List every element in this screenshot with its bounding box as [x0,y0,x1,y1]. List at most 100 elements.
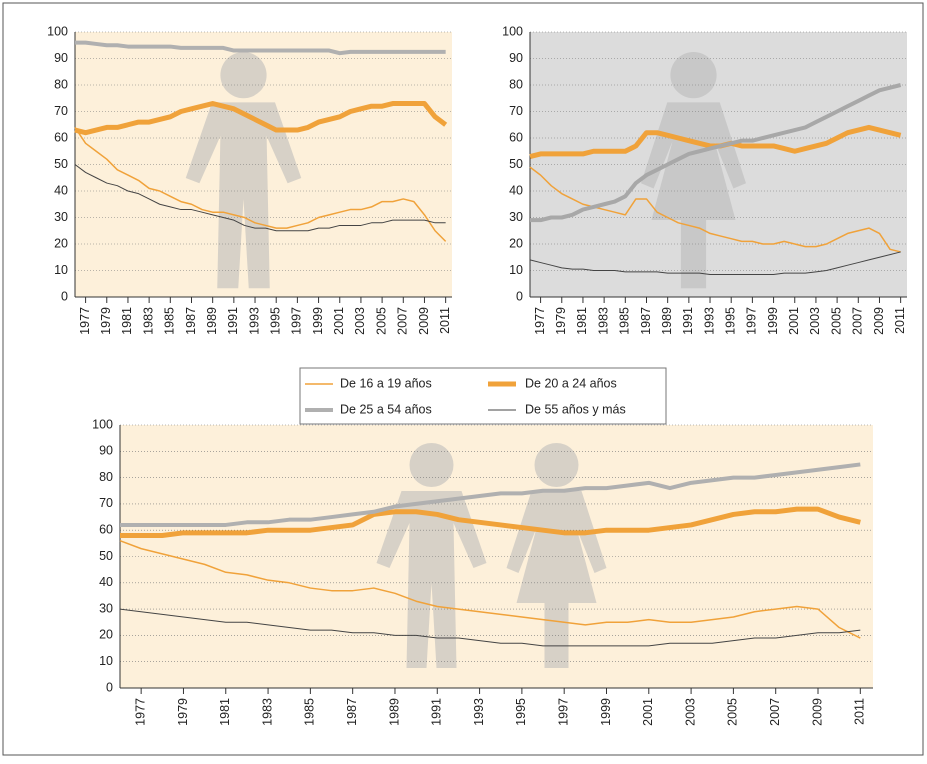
x-tick-label: 1983 [596,307,610,335]
series-line [530,83,902,223]
series-line [119,608,861,647]
x-tick-label: 2011 [438,307,452,334]
legend-label: De 55 años y más [525,402,626,416]
series-line [74,101,448,136]
y-tick-label: 70 [99,496,113,510]
x-tick-label: 2009 [810,698,824,726]
silhouette [534,443,579,487]
x-tick-label: 2009 [872,307,886,335]
y-tick-label: 50 [99,549,113,563]
x-tick-label: 1981 [575,307,589,335]
silhouette [376,491,487,668]
y-tick-label: 80 [99,470,113,484]
x-tick-label: 1987 [184,307,198,335]
silhouettes [641,52,746,289]
y-tick-label: 10 [99,654,113,668]
y-tick-label: 100 [502,24,523,38]
x-tick-label: 2007 [851,307,865,335]
series-line [75,40,446,56]
x-tick-label: 1985 [303,698,317,726]
silhouette [670,52,717,99]
legend-label: De 16 a 19 años [340,376,432,390]
x-tick-label: 1977 [78,307,92,335]
y-tick-label: 30 [509,210,523,224]
y-tick-label: 70 [509,104,523,118]
y-tick-label: 90 [509,51,523,65]
x-tick-label: 1983 [260,698,274,726]
silhouette [641,102,746,289]
y-tick-label: 70 [54,104,68,118]
y-tick-label: 40 [99,575,113,589]
series-line [119,540,861,639]
x-tick-label: 2009 [417,307,431,335]
x-tick-label: 1991 [681,307,695,335]
x-tick-label: 2001 [641,698,655,726]
x-tick-label: 2003 [683,698,697,726]
y-tick-label: 60 [99,522,113,536]
y-tick-label: 30 [99,601,113,615]
y-tick-label: 30 [54,210,68,224]
y-tick-label: 100 [92,417,113,431]
y-tick-label: 40 [509,183,523,197]
y-tick-label: 50 [509,157,523,171]
y-tick-label: 50 [54,157,68,171]
x-tick-label: 1999 [766,307,780,335]
x-tick-label: 1979 [99,307,113,335]
silhouettes [185,52,302,289]
x-tick-label: 1983 [141,307,155,335]
series-line [74,164,446,232]
x-tick-label: 1989 [387,698,401,726]
x-tick-label: 2005 [374,307,388,335]
x-tick-label: 1997 [745,307,759,335]
plot-background [120,425,873,688]
y-tick-label: 60 [509,130,523,144]
x-tick-label: 1981 [120,307,134,335]
y-tick-label: 0 [61,289,68,303]
x-tick-label: 1985 [163,307,177,335]
legend: De 16 a 19 años De 20 a 24 años De 25 a … [299,367,667,425]
x-tick-label: 1989 [660,307,674,335]
series-line [74,126,447,242]
y-tick-label: 100 [47,24,68,38]
y-tick-label: 10 [509,263,523,277]
legend-label: De 20 a 24 años [525,376,617,390]
y-tick-label: 90 [54,51,68,65]
x-tick-label: 1987 [345,698,359,726]
y-tick-label: 80 [509,77,523,91]
x-tick-label: 1997 [556,698,570,726]
y-tick-label: 20 [99,628,113,642]
x-tick-label: 1991 [430,698,444,726]
x-tick-label: 2003 [353,307,367,335]
y-tick-label: 40 [54,183,68,197]
silhouette [185,102,302,289]
x-tick-label: 2005 [726,698,740,726]
x-tick-label: 2001 [787,307,801,335]
y-tick-label: 80 [54,77,68,91]
x-tick-label: 2005 [829,307,843,335]
x-tick-label: 1987 [639,307,653,335]
x-tick-label: 1995 [514,698,528,726]
x-tick-label: 2011 [893,307,907,334]
x-tick-label: 1993 [702,307,716,335]
x-tick-label: 1993 [247,307,261,335]
x-tick-label: 1999 [311,307,325,335]
legend-label: De 25 a 54 años [340,402,432,416]
y-tick-label: 60 [54,130,68,144]
x-tick-label: 2007 [396,307,410,335]
x-tick-label: 2007 [768,698,782,726]
y-tick-label: 90 [99,444,113,458]
x-tick-label: 1989 [205,307,219,335]
silhouette [220,52,267,99]
series-line [120,506,861,538]
x-tick-label: 1981 [218,698,232,726]
x-tick-label: 2011 [853,698,867,725]
x-tick-label: 1995 [724,307,738,335]
legend-box [299,367,667,425]
y-tick-label: 0 [106,680,113,694]
series-line [120,462,861,527]
x-tick-label: 1991 [226,307,240,335]
y-tick-label: 20 [54,236,68,250]
x-tick-label: 1977 [533,307,547,335]
